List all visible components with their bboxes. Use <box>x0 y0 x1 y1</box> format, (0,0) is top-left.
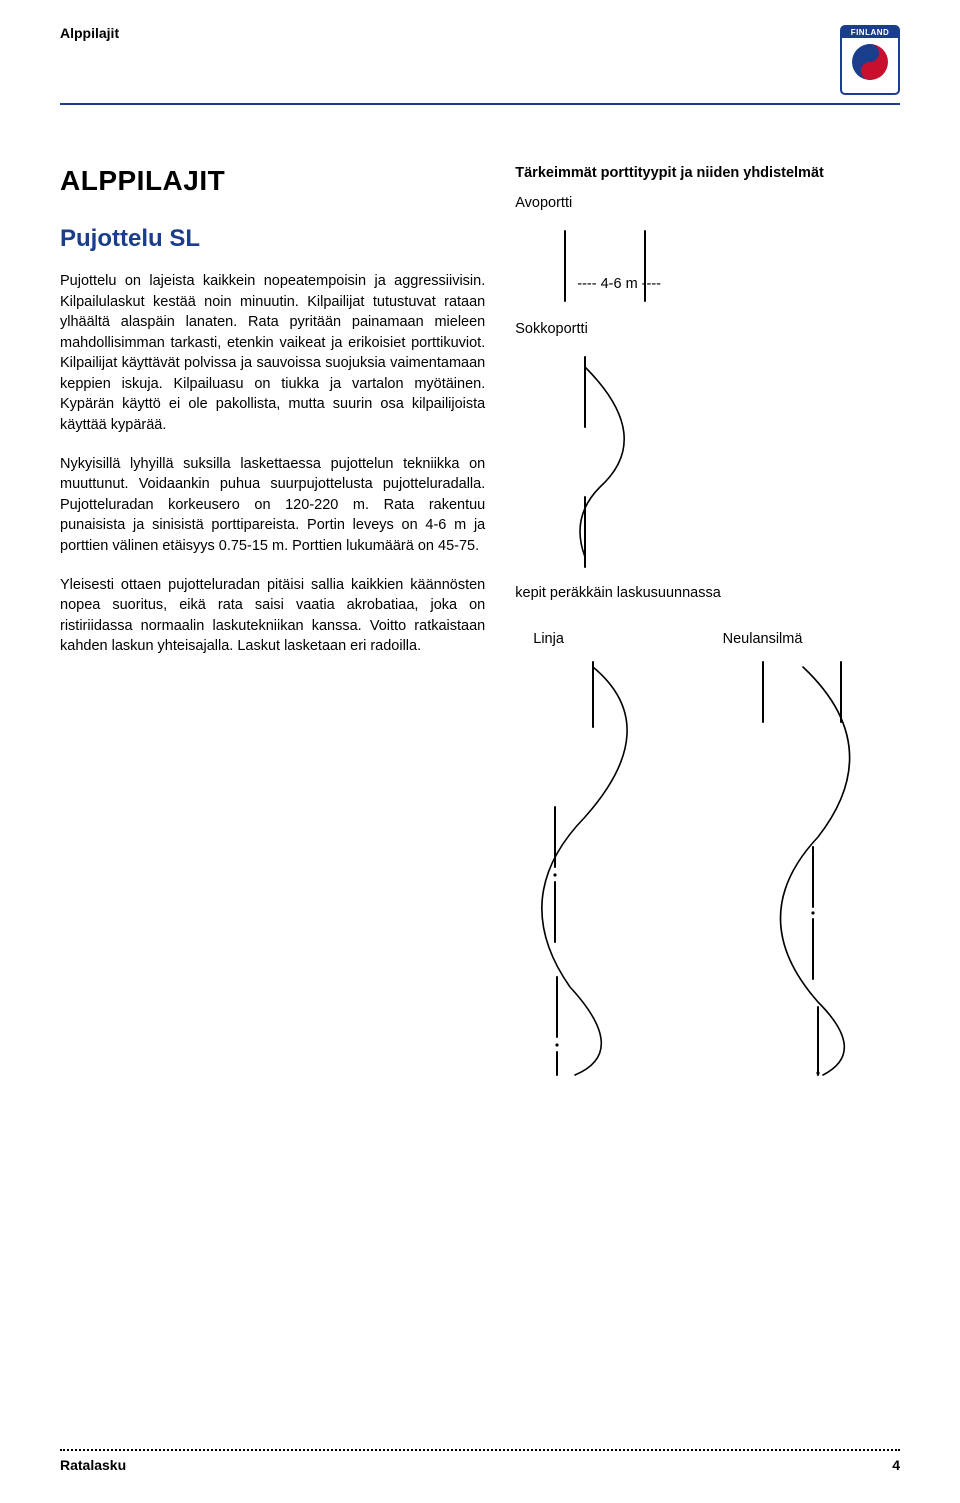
avoportti-label: Avoportti <box>515 195 900 211</box>
linja-diagram <box>515 657 675 1077</box>
page-title: ALPPILAJIT <box>60 165 485 197</box>
footer-page-number: 4 <box>892 1457 900 1473</box>
header-section: Alppilajit <box>60 25 119 41</box>
avoportti-diagram: ---- 4-6 m ---- <box>515 221 900 321</box>
gate-types-title: Tärkeimmät porttityypit ja niiden yhdist… <box>515 165 900 181</box>
footer-dots <box>60 1449 900 1451</box>
linja-label: Linja <box>533 631 692 647</box>
neulansilma-diagram <box>723 657 883 1077</box>
neulansilma-label: Neulansilmä <box>723 631 900 647</box>
yinyang-icon <box>852 44 888 80</box>
paragraph-1: Pujottelu on lajeista kaikkein nopeatemp… <box>60 271 485 436</box>
page-subtitle: Pujottelu SL <box>60 225 485 253</box>
logo-text: FINLAND <box>842 27 898 38</box>
footer-left: Ratalasku <box>60 1457 126 1473</box>
paragraph-2: Nykyisillä lyhyillä suksilla laskettaess… <box>60 454 485 557</box>
header-rule <box>60 103 900 105</box>
sokkoportti-label: Sokkoportti <box>515 321 900 337</box>
kepit-label: kepit peräkkäin laskusuunnassa <box>515 585 900 601</box>
paragraph-3: Yleisesti ottaen pujotteluradan pitäisi … <box>60 575 485 657</box>
sokkoportti-diagram <box>515 347 900 577</box>
finland-logo: FINLAND <box>840 25 900 95</box>
gate-width-label: ---- 4-6 m ---- <box>577 276 661 292</box>
page-footer: Ratalasku 4 <box>60 1449 900 1473</box>
